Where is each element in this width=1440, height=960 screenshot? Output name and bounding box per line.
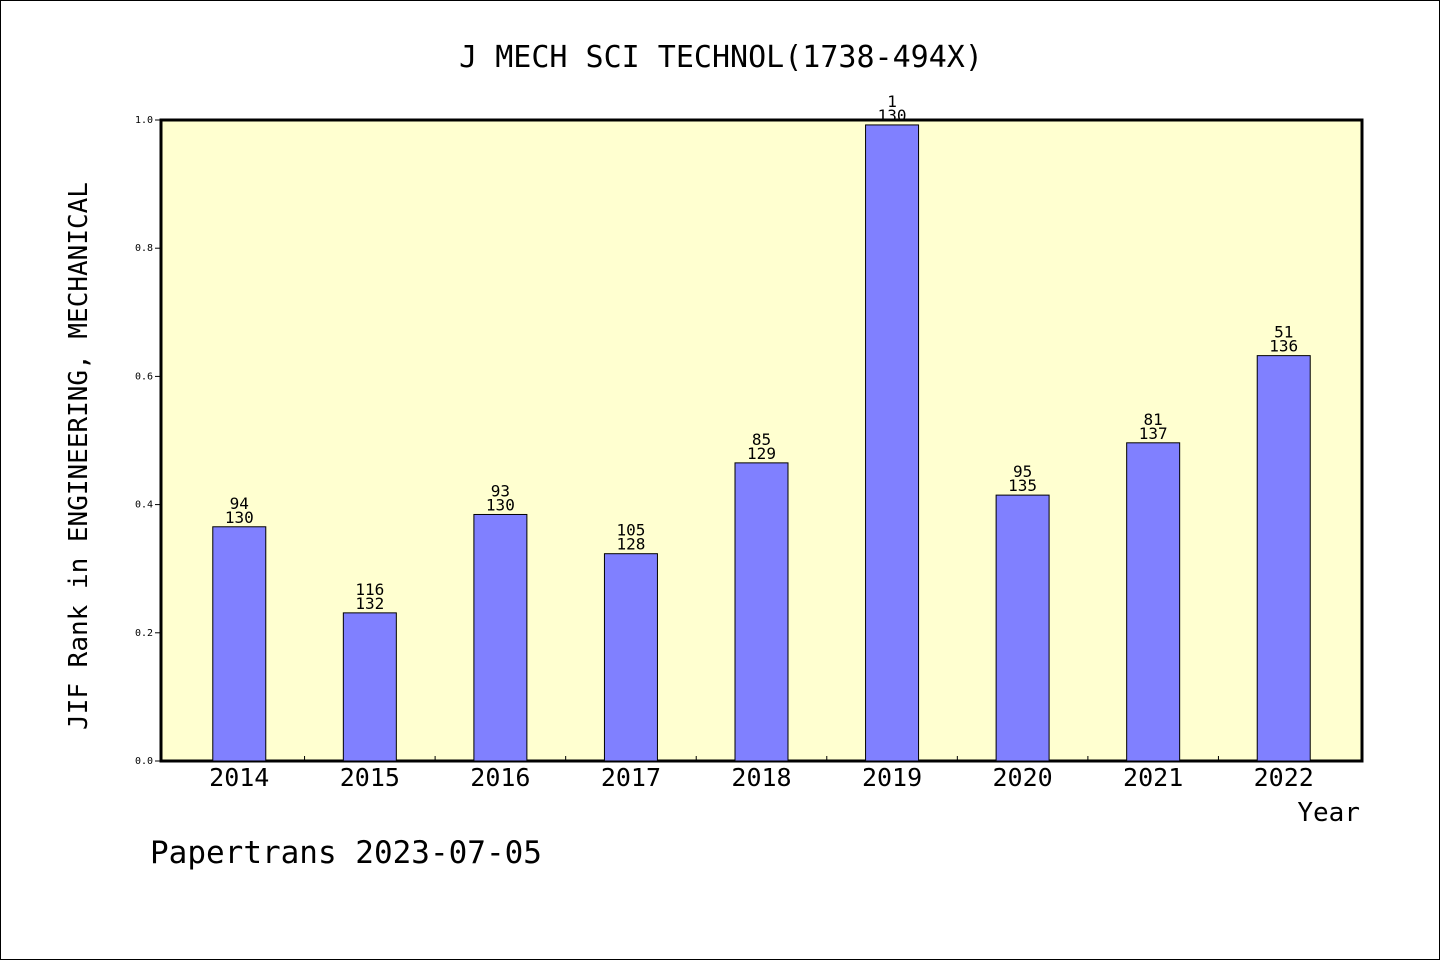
x-axis-label: Year <box>1297 798 1360 828</box>
bar-2015 <box>342 612 397 762</box>
y-tick-label: 0.0 <box>135 756 153 767</box>
y-tick-label: 0.4 <box>135 500 153 511</box>
bar-2014 <box>212 526 267 762</box>
footer-credit: Papertrans 2023-07-05 <box>150 835 542 871</box>
x-axis: 2014 2015 2016 2017 2018 2019 2020 2021 2022 <box>209 756 1314 792</box>
bar-label-rank: 94 <box>230 494 249 513</box>
x-tick-label: 2021 <box>1123 763 1183 792</box>
bar-2022 <box>1256 355 1311 762</box>
x-tick-label: 2022 <box>1254 763 1314 792</box>
x-tick-label: 2014 <box>209 763 269 792</box>
bar-2016 <box>473 513 528 762</box>
bar-label-rank: 95 <box>1013 462 1032 481</box>
y-tick-label: 0.2 <box>135 628 153 639</box>
bar-label-total: 129 <box>747 444 776 463</box>
x-tick-label: 2015 <box>340 763 400 792</box>
x-tick-label: 2017 <box>601 763 661 792</box>
bar-label-rank: 105 <box>616 521 645 540</box>
x-tick-label: 2018 <box>731 763 791 792</box>
y-tick-label: 1.0 <box>135 115 153 126</box>
x-tick-label: 2019 <box>862 763 922 792</box>
bar-series: 9413011613293130105128851291130951358113… <box>212 92 1311 762</box>
bar-label-rank: 116 <box>355 580 384 599</box>
y-axis-label: JIF Rank in ENGINEERING, MECHANICAL <box>64 182 94 730</box>
bar-label-total: 128 <box>616 535 645 554</box>
x-tick-label: 2016 <box>470 763 530 792</box>
bar-label-total: 132 <box>355 594 384 613</box>
y-tick-label: 0.6 <box>135 371 153 382</box>
bar-2018 <box>734 462 789 762</box>
bar-label-total: 130 <box>878 106 907 125</box>
bar-2017 <box>603 553 658 762</box>
y-tick-label: 0.8 <box>135 243 153 254</box>
x-tick-label: 2020 <box>993 763 1053 792</box>
bar-label-rank: 1 <box>887 92 897 111</box>
bar-2019 <box>865 124 920 762</box>
bar-label-total: 137 <box>1139 424 1168 443</box>
bar-label-rank: 93 <box>491 481 510 500</box>
bar-label-total: 136 <box>1269 337 1298 356</box>
bar-label-total: 130 <box>225 508 254 527</box>
y-axis: 0.0 0.2 0.4 0.6 0.8 1.0 <box>135 115 161 767</box>
bar-label-rank: 85 <box>752 430 771 449</box>
bar-label-total: 130 <box>486 495 515 514</box>
bar-label-rank: 81 <box>1144 410 1163 429</box>
bar-label-total: 135 <box>1008 476 1037 495</box>
chart-title: J MECH SCI TECHNOL(1738-494X) <box>459 40 983 75</box>
bar-2021 <box>1126 442 1181 762</box>
bar-2020 <box>995 494 1050 762</box>
bar-label-rank: 51 <box>1274 323 1293 342</box>
